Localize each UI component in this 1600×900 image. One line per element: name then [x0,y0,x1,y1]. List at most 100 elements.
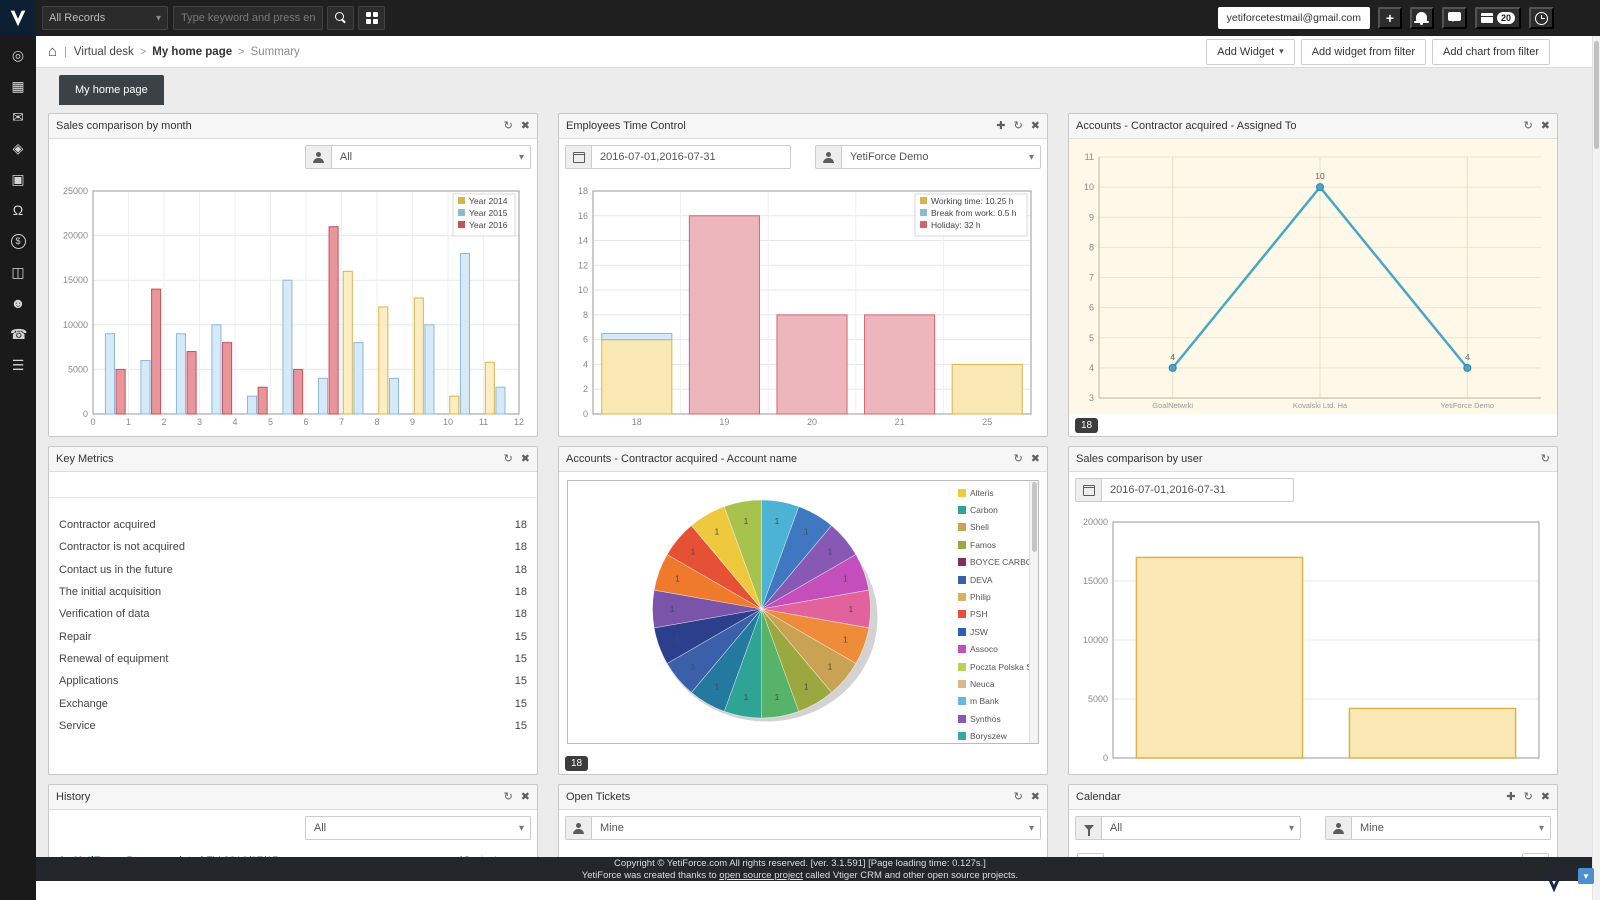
campaigns-icon[interactable]: ✉ [12,109,24,125]
metric-row[interactable]: Renewal of equipment 15 [49,648,537,670]
global-search-input[interactable] [173,6,323,30]
legend-item[interactable]: Assoco [958,641,1029,658]
widget-header[interactable]: Accounts - Contractor acquired - Account… [559,447,1047,472]
metric-row[interactable]: Contractor is not acquired 18 [49,536,537,558]
refresh-icon[interactable] [1524,121,1533,132]
legend-item[interactable]: Famos [958,536,1029,553]
legend-item[interactable]: JSW [958,623,1029,640]
widget-header[interactable]: Key Metrics [49,447,537,472]
owner-filter-select[interactable]: YetiForce Demo [815,145,1041,169]
legend-swatch [958,697,966,706]
close-icon[interactable] [1031,792,1040,803]
metric-value: 18 [514,608,527,621]
close-icon[interactable] [521,121,530,132]
add-widget-button[interactable]: Add Widget [1206,38,1295,65]
close-icon[interactable] [1541,121,1550,132]
database-icon[interactable]: ☰ [11,357,25,373]
legend-item[interactable]: Alteris [958,484,1029,501]
metric-row[interactable]: Exchange 15 [49,692,537,714]
refresh-icon[interactable] [1541,454,1550,465]
widget-header[interactable]: Sales comparison by user [1069,447,1557,472]
widget-header[interactable]: History [49,785,537,810]
legend-item[interactable]: Poczta Polska Spzoo [958,658,1029,675]
tickets-owner-select[interactable]: Mine [565,816,1041,840]
widget-header[interactable]: Sales comparison by month [49,114,537,139]
breadcrumb-virtual-desk[interactable]: Virtual desk [73,45,134,58]
tab-my-home-page[interactable]: My home page [59,75,164,105]
owner-filter-select[interactable]: All [304,145,531,169]
legend-item[interactable]: Neuca [958,675,1029,692]
user-email[interactable]: yetiforcetestmail@gmail.com [1217,7,1370,29]
legend-item[interactable]: Synthos [958,710,1029,727]
legend-item[interactable]: Boryszew [958,727,1029,743]
breadcrumb-my-home-page[interactable]: My home page [152,45,233,58]
legend-item[interactable]: m Bank [958,693,1029,710]
metric-row[interactable]: Verification of data 18 [49,603,537,625]
widget-header[interactable]: Employees Time Control [559,114,1047,139]
legend-item[interactable]: Carbon [958,501,1029,518]
date-range-input[interactable] [592,151,790,163]
legend-item[interactable]: Shell [958,519,1029,536]
legend-item[interactable]: PSH [958,606,1029,623]
helpdesk-icon[interactable]: Ω [12,202,24,218]
yetiforce-logo[interactable] [0,0,36,36]
projects-icon[interactable]: ▣ [11,171,25,187]
calendar-type-filter-select[interactable]: All [1075,816,1301,840]
metric-row[interactable]: Service 15 [49,715,537,737]
legend-item[interactable]: DEVA [958,571,1029,588]
close-icon[interactable] [521,454,530,465]
messages-button[interactable] [1441,7,1467,29]
metric-row[interactable]: The initial acquisition 18 [49,581,537,603]
finance-icon[interactable]: $ [10,234,26,249]
close-icon[interactable] [1031,454,1040,465]
legend-item[interactable]: BOYCE CARBON [958,554,1029,571]
scroll-bottom-button[interactable] [1578,868,1594,884]
widget-header[interactable]: Accounts - Contractor acquired - Assigne… [1069,114,1557,139]
contacts-icon[interactable]: ☻ [10,295,26,311]
date-range-input[interactable] [1102,484,1293,496]
refresh-icon[interactable] [1014,454,1023,465]
legend-scrollbar-thumb[interactable] [1031,482,1037,552]
quick-menu-button[interactable] [358,6,385,30]
legend-item[interactable]: Philip [958,588,1029,605]
search-button[interactable] [327,6,354,30]
date-range-input-group[interactable] [1075,478,1294,502]
records-filter-dropdown[interactable]: All Records [42,6,168,30]
close-icon[interactable] [521,792,530,803]
date-range-input-group[interactable] [565,145,791,169]
open-source-project-link[interactable]: open source project [719,870,803,881]
add-icon[interactable] [996,121,1005,132]
calendar-reminders-button[interactable]: 20 [1474,7,1521,29]
close-icon[interactable] [1031,121,1040,132]
widget-header[interactable]: Calendar [1069,785,1557,810]
scrollbar-thumb[interactable] [1594,41,1599,149]
calls-icon[interactable]: ☎ [10,326,28,342]
close-icon[interactable] [1541,792,1550,803]
refresh-icon[interactable] [1014,121,1023,132]
add-widget-from-filter-button[interactable]: Add widget from filter [1300,38,1427,65]
widget-header[interactable]: Open Tickets [559,785,1047,810]
add-icon[interactable] [1506,792,1515,803]
home-icon[interactable] [48,43,57,60]
add-chart-from-filter-button[interactable]: Add chart from filter [1432,38,1550,65]
time-control-button[interactable] [1529,7,1554,29]
refresh-icon[interactable] [1014,792,1023,803]
companies-icon[interactable]: ▦ [11,78,25,94]
metric-row[interactable]: Contact us in the future 18 [49,559,537,581]
page-scrollbar[interactable] [1592,36,1600,900]
notifications-button[interactable] [1409,7,1434,29]
calendar-owner-select[interactable]: Mine [1325,816,1551,840]
metric-row[interactable]: Repair 15 [49,625,537,647]
products-icon[interactable]: ◈ [12,140,24,156]
legend-scrollbar[interactable] [1029,481,1038,743]
metric-row[interactable]: Applications 15 [49,670,537,692]
dashboard-icon[interactable]: ◎ [11,47,25,63]
reports-icon[interactable]: ◫ [11,264,25,280]
refresh-icon[interactable] [504,454,513,465]
metric-row[interactable]: Contractor acquired 18 [49,514,537,536]
quick-create-button[interactable]: + [1377,7,1402,29]
refresh-icon[interactable] [1524,792,1533,803]
refresh-icon[interactable] [504,121,513,132]
history-filter-select[interactable]: All [304,816,531,840]
refresh-icon[interactable] [504,792,513,803]
